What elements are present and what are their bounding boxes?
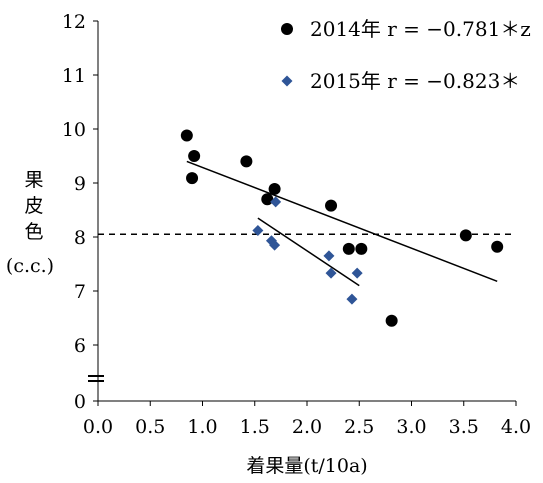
x-tick-label: 0.0 bbox=[83, 416, 113, 438]
tick-labels: 0 6 7 8 9 10 11 12 0.0 0.5 1.0 1.5 2.0 2.5 3.0 3.5 4.0 bbox=[62, 11, 531, 438]
y-tick-label: 6 bbox=[74, 335, 86, 357]
data-point-2014年 bbox=[355, 242, 368, 255]
data-point-2015年 bbox=[323, 250, 335, 262]
y-tick-label: 12 bbox=[62, 11, 86, 33]
data-point-2015年 bbox=[351, 267, 363, 279]
y-tick-label: 0 bbox=[74, 391, 86, 413]
data-point-2015年 bbox=[346, 293, 358, 305]
x-tick-label: 0.5 bbox=[135, 416, 165, 438]
data-point-2015年 bbox=[252, 225, 264, 237]
data-point-2014年 bbox=[459, 229, 472, 242]
trendline-2015年 bbox=[257, 217, 360, 287]
data-point-2014年 bbox=[342, 242, 355, 255]
x-tick-label: 4.0 bbox=[501, 416, 531, 438]
legend-label-2015年: 2015年 r = −0.823＊ bbox=[310, 69, 520, 93]
legend: 2014年 r = −0.781＊z 2015年 r = −0.823＊ bbox=[281, 17, 531, 93]
data-points bbox=[180, 129, 504, 327]
data-point-2014年 bbox=[240, 155, 253, 168]
data-point-2014年 bbox=[491, 240, 504, 253]
x-tick-label: 2.0 bbox=[292, 416, 322, 438]
data-point-2014年 bbox=[385, 314, 398, 327]
data-point-2014年 bbox=[325, 199, 338, 212]
y-axis-title-line: 果 bbox=[24, 169, 43, 191]
data-point-2014年 bbox=[261, 193, 274, 206]
data-point-2015年 bbox=[325, 267, 337, 279]
data-point-2014年 bbox=[186, 172, 199, 185]
y-tick-label: 11 bbox=[62, 65, 86, 87]
data-point-2014年 bbox=[268, 182, 281, 195]
x-tick-label: 3.0 bbox=[396, 416, 426, 438]
trendlines bbox=[186, 160, 498, 287]
trendline-2014年 bbox=[186, 160, 498, 282]
data-point-2015年 bbox=[270, 196, 282, 208]
legend-label-2014年: 2014年 r = −0.781＊z bbox=[310, 17, 531, 41]
x-axis-title: 着果量(t/10a) bbox=[246, 455, 367, 477]
data-point-2014年 bbox=[180, 129, 193, 142]
y-axis-title-line: 色 bbox=[24, 221, 43, 243]
y-axis-title-line: 皮 bbox=[24, 195, 43, 217]
legend-marker-2015年 bbox=[281, 75, 293, 87]
x-tick-label: 2.5 bbox=[344, 416, 374, 438]
axis-titles: 着果量(t/10a) 果皮色 (c.c.) bbox=[6, 169, 368, 477]
y-tick-label: 10 bbox=[62, 119, 86, 141]
x-tick-label: 3.5 bbox=[449, 416, 479, 438]
x-tick-label: 1.0 bbox=[187, 416, 217, 438]
y-tick-label: 7 bbox=[74, 281, 86, 303]
x-tick-label: 1.5 bbox=[240, 416, 270, 438]
y-tick-label: 8 bbox=[74, 227, 86, 249]
data-point-2015年 bbox=[269, 239, 281, 251]
data-point-2014年 bbox=[188, 150, 201, 162]
y-tick-label: 9 bbox=[74, 173, 86, 195]
legend-marker-2014年 bbox=[281, 23, 293, 35]
axes bbox=[88, 20, 517, 406]
y-axis-title-line: (c.c.) bbox=[6, 255, 54, 277]
